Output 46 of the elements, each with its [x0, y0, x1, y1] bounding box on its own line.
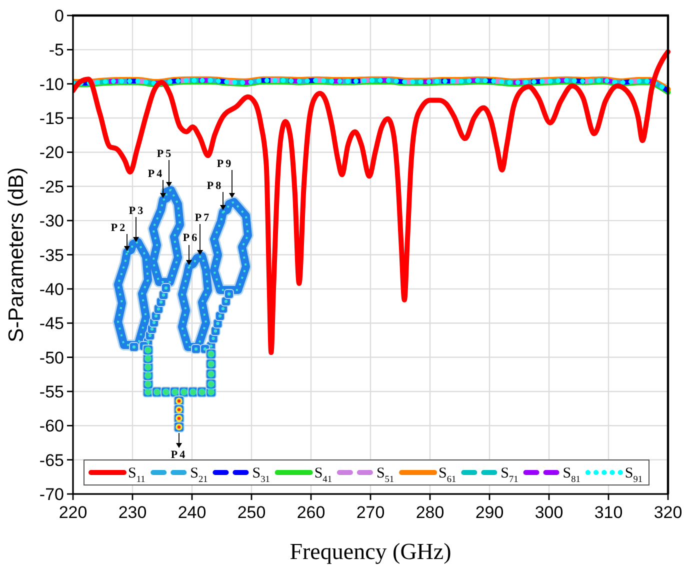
annotation: P 3	[128, 205, 144, 217]
y-tick-label: -50	[39, 348, 64, 368]
legend-label: S$_{71}$	[500, 466, 519, 485]
y-tick-label: -30	[39, 212, 64, 231]
annotation: P 6	[182, 232, 198, 244]
legend-label: S$_{11}$	[128, 466, 146, 485]
y-tick-label: -65	[39, 450, 64, 470]
annotation: P 8	[206, 180, 222, 192]
x-tick-label: 250	[237, 503, 266, 522]
y-tick-label: -70	[39, 485, 64, 504]
x-tick-label: 270	[356, 503, 385, 522]
y-tick-label: -5	[48, 40, 64, 60]
x-tick-label: 220	[58, 503, 88, 522]
legend-label: S$_{21}$	[190, 466, 208, 485]
legend-label: S$_{91}$	[624, 466, 643, 485]
y-axis-title: S-Parameters (dB)	[5, 167, 28, 342]
y-tick-label: -45	[39, 314, 64, 334]
x-tick-label: 290	[475, 503, 504, 522]
annotation: P 4	[148, 168, 163, 180]
y-tick-label: -25	[39, 177, 64, 196]
y-tick-label: -10	[39, 74, 64, 94]
y-tick-label: -60	[39, 416, 64, 436]
x-tick-label: 300	[534, 503, 564, 522]
x-tick-label: 320	[654, 503, 682, 522]
legend-label: S$_{61}$	[438, 466, 457, 485]
legend-label: S$_{51}$	[376, 466, 394, 485]
x-tick-label: 230	[118, 503, 147, 522]
annotation: P 7	[194, 212, 210, 224]
annotation: P 2	[110, 222, 126, 234]
annotation: P 4	[170, 449, 186, 461]
x-tick-label: 310	[594, 503, 623, 522]
x-axis-title: Frequency (GHz)	[290, 539, 452, 564]
x-tick-label: 240	[178, 503, 206, 522]
legend-label: S$_{41}$	[314, 466, 332, 485]
x-tick-label: 260	[296, 503, 326, 522]
x-tick-label: 280	[416, 503, 444, 522]
annotation: P 9	[216, 158, 232, 170]
y-tick-label: 0	[54, 6, 64, 26]
y-tick-label: -20	[39, 143, 64, 162]
y-tick-label: -55	[39, 382, 64, 402]
y-tick-label: -35	[39, 246, 64, 265]
y-tick-label: -40	[39, 280, 64, 299]
legend-label: S$_{31}$	[252, 466, 270, 485]
y-tick-label: -15	[39, 109, 64, 128]
legend-label: S$_{81}$	[562, 466, 581, 485]
annotation: P 5	[156, 148, 172, 160]
